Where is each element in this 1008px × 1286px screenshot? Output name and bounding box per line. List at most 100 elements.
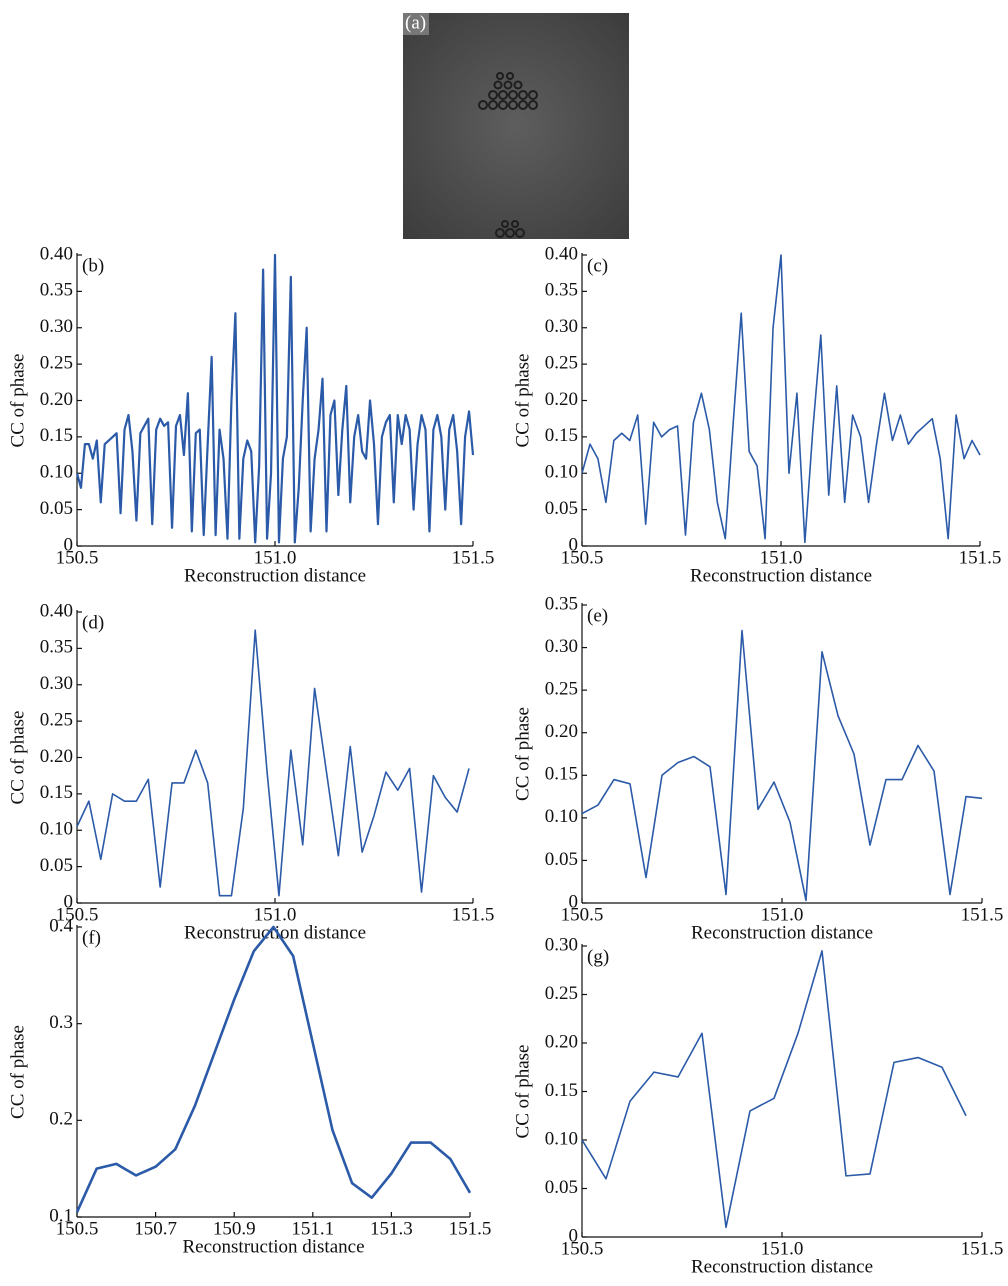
x-axis-title: Reconstruction distance <box>184 922 366 943</box>
y-tick-label: 0.35 <box>40 637 73 658</box>
y-axis-title: CC of phase <box>7 1025 28 1119</box>
x-axis-title: Reconstruction distance <box>691 1256 873 1277</box>
label-box <box>403 13 429 35</box>
y-tick-label: 0.10 <box>545 462 578 483</box>
x-tick-label: 151.5 <box>961 1238 1004 1259</box>
y-tick-label: 0.25 <box>40 709 73 730</box>
y-tick-label: 0.05 <box>545 849 578 870</box>
y-tick-label: 0.05 <box>545 498 578 519</box>
y-tick-label: 0 <box>569 891 579 912</box>
y-tick-label: 0.20 <box>40 746 73 767</box>
x-tick-label: 151.3 <box>370 1218 413 1239</box>
y-tick-label: 0.20 <box>40 389 73 410</box>
y-tick-label: 0.30 <box>545 636 578 657</box>
panel-label: (f) <box>82 927 101 948</box>
y-tick-label: 0.10 <box>40 819 73 840</box>
y-tick-label: 0.25 <box>40 352 73 373</box>
data-line <box>75 925 472 1213</box>
y-tick-label: 0.10 <box>40 462 73 483</box>
y-tick-label: 0.05 <box>40 498 73 519</box>
y-tick-label: 0.15 <box>545 764 578 785</box>
y-tick-label: 0.40 <box>40 600 73 621</box>
x-tick-label: 151.5 <box>452 547 495 568</box>
x-tick-label: 150.5 <box>561 547 604 568</box>
y-axis-title: CC of phase <box>7 354 28 448</box>
x-axis-title: Reconstruction distance <box>182 1236 364 1257</box>
y-tick-label: 0.4 <box>49 915 73 936</box>
x-tick-label: 150.5 <box>561 1238 604 1259</box>
y-tick-label: 0.35 <box>545 593 578 614</box>
x-tick-label: 151.0 <box>254 547 297 568</box>
y-tick-label: 0.25 <box>545 352 578 373</box>
panel-label: (g) <box>587 946 609 967</box>
y-tick-label: 0.05 <box>40 855 73 876</box>
panel-label: (a) <box>405 12 426 33</box>
x-tick-label: 151.0 <box>761 904 804 925</box>
y-tick-label: 0.15 <box>40 782 73 803</box>
y-tick-label: 0.15 <box>545 425 578 446</box>
x-tick-label: 150.9 <box>213 1218 256 1239</box>
y-tick-label: 0.30 <box>40 316 73 337</box>
y-tick-label: 0.20 <box>545 721 578 742</box>
data-line <box>75 253 475 544</box>
x-tick-label: 150.7 <box>134 1218 177 1239</box>
y-tick-label: 0.10 <box>545 1128 578 1149</box>
y-tick-label: 0.25 <box>545 983 578 1004</box>
y-tick-label: 0 <box>569 1225 579 1246</box>
x-tick-label: 151.5 <box>959 547 1002 568</box>
data-line <box>76 629 470 897</box>
y-tick-label: 0.15 <box>40 425 73 446</box>
y-tick-label: 0.35 <box>545 280 578 301</box>
chart-panel: 0 0.05 0.10 0.15 0.20 0.25 0.30 0.35 150.5 151.0 1… <box>512 593 1003 943</box>
particle-cluster <box>478 72 538 238</box>
y-axis-title: CC of phase <box>512 354 533 448</box>
data-line <box>581 950 967 1229</box>
y-tick-label: 0.20 <box>545 1031 578 1052</box>
x-tick-label: 150.5 <box>56 547 99 568</box>
chart-panel: 0.1 0.2 0.3 0.4 150.5 150.7 150.9 151.1 151.3 151… <box>7 915 491 1257</box>
y-axis-title: CC of phase <box>512 707 533 801</box>
chart-panel: 0 0.05 0.10 0.15 0.20 0.25 0.30 0.35 0.40 150.5 15… <box>7 600 494 943</box>
x-tick-label: 151.0 <box>254 904 297 925</box>
y-tick-label: 0.30 <box>40 673 73 694</box>
x-tick-label: 151.0 <box>761 1238 804 1259</box>
x-tick-label: 151.0 <box>760 547 803 568</box>
x-axis-title: Reconstruction distance <box>184 565 366 586</box>
y-tick-label: 0.05 <box>545 1177 578 1198</box>
y-tick-label: 0.35 <box>40 280 73 301</box>
y-tick-label: 0.20 <box>545 389 578 410</box>
x-tick-label: 150.5 <box>561 904 604 925</box>
image-panel: (a) <box>403 12 629 239</box>
y-tick-label: 0.30 <box>545 934 578 955</box>
x-tick-label: 151.5 <box>452 904 495 925</box>
y-axis-title: CC of phase <box>7 711 28 805</box>
y-tick-label: 0.1 <box>49 1205 73 1226</box>
y-tick-label: 0 <box>569 534 579 555</box>
y-tick-label: 0.3 <box>49 1012 73 1033</box>
x-tick-label: 151.5 <box>961 904 1004 925</box>
y-tick-label: 0.10 <box>545 806 578 827</box>
chart-panel: 0 0.05 0.10 0.15 0.20 0.25 0.30 0.35 0.40 150.5 15… <box>512 243 1001 586</box>
x-tick-label: 150.5 <box>56 1218 99 1239</box>
y-tick-label: 0.30 <box>545 316 578 337</box>
chart-panel: 0 0.05 0.10 0.15 0.20 0.25 0.30 0.35 0.40 150.5 15… <box>7 243 494 586</box>
panel-label: (c) <box>587 255 608 276</box>
panel-label: (d) <box>82 612 104 633</box>
y-tick-label: 0.40 <box>40 243 73 264</box>
chart-panel: 0 0.05 0.10 0.15 0.20 0.25 0.30 150.5 151.0 151.5… <box>512 934 1003 1277</box>
y-tick-label: 0 <box>64 534 74 555</box>
y-tick-label: 0.2 <box>49 1109 73 1130</box>
x-tick-label: 151.1 <box>291 1218 334 1239</box>
y-tick-label: 0.40 <box>545 243 578 264</box>
y-tick-label: 0.15 <box>545 1080 578 1101</box>
micrograph <box>403 13 629 239</box>
x-tick-label: 150.5 <box>56 904 99 925</box>
panel-label: (b) <box>82 255 104 276</box>
data-line <box>581 629 983 902</box>
panel-label: (e) <box>587 605 608 626</box>
data-line <box>581 254 981 544</box>
y-tick-label: 0.25 <box>545 679 578 700</box>
x-tick-label: 151.5 <box>449 1218 492 1239</box>
